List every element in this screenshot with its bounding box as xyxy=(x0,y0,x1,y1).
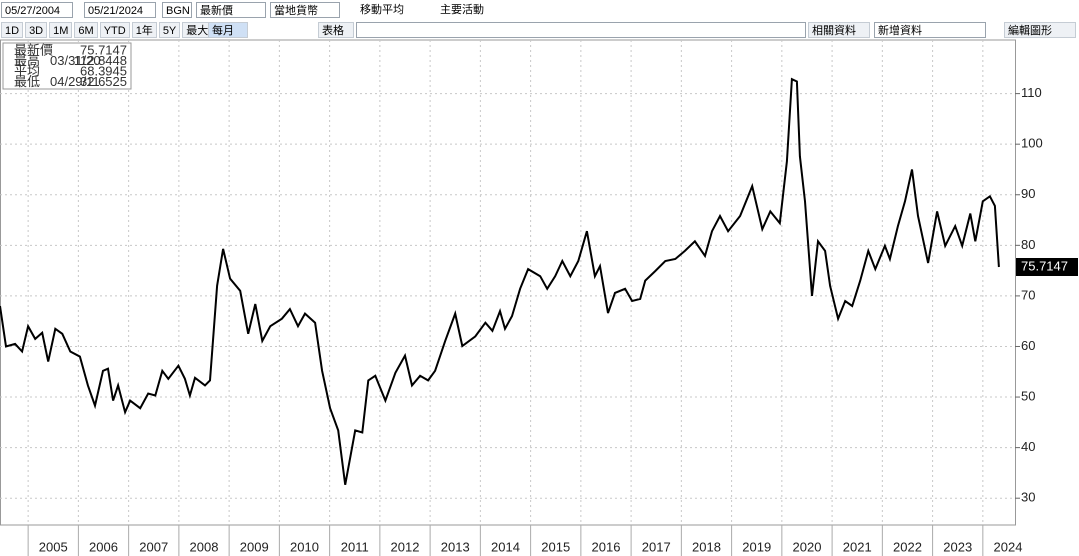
x-tick-label: 2009 xyxy=(240,539,269,554)
currency-select[interactable]: 當地貨幣 xyxy=(270,2,340,18)
legend-value: 75.7147 xyxy=(80,42,127,57)
y-tick-label: 90 xyxy=(1021,186,1035,201)
events[interactable]: 主要活動 xyxy=(426,2,487,18)
x-tick-label: 2021 xyxy=(843,539,872,554)
x-tick-label: 2013 xyxy=(441,539,470,554)
last-value-label: 75.7147 xyxy=(1021,258,1068,273)
legend-value: 112.8448 xyxy=(74,53,127,68)
y-tick-label: 50 xyxy=(1021,388,1035,403)
legend-value: 68.3945 xyxy=(80,63,127,78)
period-button[interactable]: 5Y xyxy=(158,22,181,38)
last-value-badge xyxy=(1016,258,1078,277)
x-tick-label: 2016 xyxy=(592,539,621,554)
start-date[interactable]: 05/27/2004 xyxy=(1,2,73,18)
x-tick-label: 2019 xyxy=(742,539,771,554)
moving-average[interactable]: 移動平均 xyxy=(346,2,407,18)
field-select[interactable]: 最新價 xyxy=(196,2,266,18)
related-button[interactable]: 相關資料 xyxy=(808,22,870,38)
x-tick-label: 2018 xyxy=(692,539,721,554)
y-tick-label: 60 xyxy=(1021,338,1035,353)
period-button[interactable]: YTD xyxy=(99,22,130,38)
legend-value: 32.6525 xyxy=(80,74,127,89)
y-tick-label: 100 xyxy=(1021,136,1043,151)
search-field[interactable] xyxy=(356,22,806,38)
period-button[interactable]: 6M xyxy=(74,22,98,38)
legend-box xyxy=(2,42,132,90)
y-tick-label: 30 xyxy=(1021,490,1035,505)
x-tick-label: 2012 xyxy=(391,539,420,554)
period-button[interactable]: 1D xyxy=(1,22,24,38)
legend-date: 03/31/20 xyxy=(50,53,101,68)
x-tick-label: 2011 xyxy=(341,539,369,554)
x-tick-label: 2023 xyxy=(943,539,972,554)
period-button[interactable]: 1M xyxy=(49,22,73,38)
end-date[interactable]: 05/21/2024 xyxy=(84,2,156,18)
x-tick-label: 2008 xyxy=(190,539,219,554)
legend-label: 最低 xyxy=(14,74,40,89)
x-tick-label: 2022 xyxy=(893,539,922,554)
period-button[interactable]: 1年 xyxy=(131,22,157,38)
field-code[interactable]: BGN xyxy=(162,2,192,18)
y-tick-label: 40 xyxy=(1021,439,1035,454)
price-line xyxy=(0,77,1000,485)
period-bar: 1D 3D 1M 6M YTD 1年 5Y 最大 xyxy=(1,22,213,38)
table-button[interactable]: 表格 xyxy=(318,22,354,38)
plot-border xyxy=(0,39,1016,526)
y-tick-label: 80 xyxy=(1021,237,1035,252)
legend-label: 平均 xyxy=(14,63,40,78)
x-tick-label: 2006 xyxy=(89,539,118,554)
frequency[interactable]: 每月 xyxy=(208,22,248,38)
x-tick-label: 2014 xyxy=(491,539,520,554)
x-tick-label: 2005 xyxy=(39,539,68,554)
x-tick-label: 2010 xyxy=(290,539,319,554)
x-tick-label: 2024 xyxy=(994,539,1023,554)
x-tick-label: 2017 xyxy=(642,539,671,554)
period-button[interactable]: 3D xyxy=(25,22,48,38)
x-tick-label: 2007 xyxy=(139,539,168,554)
y-tick-label: 110 xyxy=(1021,85,1042,100)
edit-button[interactable]: 編輯圖形 xyxy=(1004,22,1076,38)
x-tick-label: 2020 xyxy=(793,539,822,554)
x-tick-label: 2015 xyxy=(541,539,570,554)
legend-label: 最新價 xyxy=(14,42,53,57)
y-tick-label: 70 xyxy=(1021,287,1035,302)
legend-label: 最高 xyxy=(14,53,40,68)
legend-date: 04/29/11 xyxy=(50,74,100,89)
add-data[interactable]: 新增資料 xyxy=(874,22,986,38)
